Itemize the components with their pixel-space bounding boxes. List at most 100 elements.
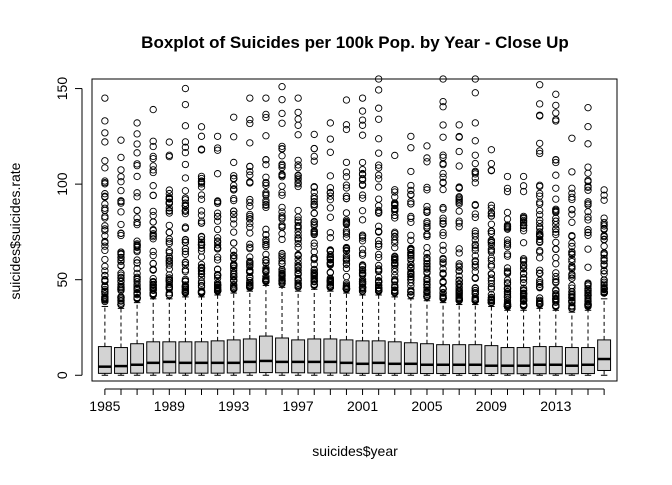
- outlier-point: [278, 82, 286, 91]
- outlier-point: [117, 277, 125, 285]
- box-iqr: [210, 340, 225, 374]
- outlier-point: [391, 186, 399, 194]
- outlier-point: [165, 237, 173, 246]
- outlier-point: [503, 187, 512, 196]
- outlier-point: [197, 146, 206, 154]
- outlier-point: [487, 256, 496, 265]
- outlier-point: [487, 274, 496, 282]
- outlier-point: [342, 192, 351, 200]
- outlier-point: [117, 297, 125, 305]
- outlier-point: [536, 300, 544, 309]
- outlier-point: [213, 225, 222, 234]
- outlier-point: [407, 144, 415, 152]
- outlier-point: [230, 252, 238, 260]
- y-tick-label: 0: [54, 371, 70, 379]
- outlier-point: [439, 260, 447, 268]
- outlier-point: [519, 216, 528, 225]
- x-tick-label: 2013: [540, 398, 571, 414]
- outlier-point: [552, 225, 560, 233]
- outlier-point: [391, 244, 399, 252]
- outlier-point: [536, 198, 544, 206]
- outlier-point: [375, 175, 383, 183]
- outlier-point: [536, 211, 544, 219]
- outlier-point: [165, 253, 173, 261]
- outlier-point: [342, 228, 351, 237]
- outlier-point: [262, 267, 270, 276]
- outlier-point: [423, 292, 431, 300]
- outlier-point: [213, 209, 222, 217]
- outlier-point: [552, 245, 560, 253]
- outlier-point: [439, 205, 447, 213]
- outlier-point: [181, 148, 190, 157]
- outlier-point: [503, 279, 512, 287]
- outlier-point: [487, 227, 496, 235]
- outlier-point: [165, 186, 173, 194]
- outlier-point: [358, 251, 367, 259]
- outlier-point: [391, 277, 399, 285]
- outlier-point: [294, 283, 302, 291]
- outlier-point: [439, 270, 447, 278]
- outlier-point: [246, 229, 254, 237]
- outlier-point: [423, 222, 431, 230]
- outlier-point: [294, 108, 302, 117]
- outlier-point: [278, 191, 286, 199]
- outlier-point: [181, 277, 190, 286]
- outlier-point: [197, 267, 206, 276]
- outlier-point: [310, 144, 318, 153]
- outlier-point: [181, 122, 190, 130]
- outlier-point: [423, 288, 431, 296]
- outlier-point: [326, 229, 334, 237]
- outlier-point: [230, 133, 238, 141]
- outlier-point: [519, 279, 528, 287]
- box-iqr: [581, 347, 595, 375]
- outlier-point: [165, 235, 173, 243]
- outlier-point: [326, 172, 334, 180]
- outlier-point: [423, 202, 431, 211]
- outlier-point: [133, 284, 141, 292]
- outlier-point: [342, 194, 351, 203]
- outlier-point: [342, 254, 351, 262]
- outlier-point: [149, 218, 157, 226]
- outlier-point: [213, 197, 222, 205]
- outlier-point: [439, 178, 447, 186]
- outlier-point: [407, 276, 415, 284]
- outlier-point: [133, 294, 141, 302]
- outlier-point: [503, 221, 512, 229]
- outlier-point: [455, 147, 463, 156]
- outlier-point: [310, 230, 318, 239]
- outlier-point: [487, 220, 496, 228]
- outlier-point: [165, 256, 173, 265]
- outlier-point: [262, 236, 270, 244]
- outlier-point: [552, 90, 560, 98]
- outlier-point: [117, 271, 125, 279]
- outlier-point: [375, 135, 383, 143]
- outlier-point: [600, 249, 608, 257]
- outlier-point: [117, 197, 125, 206]
- outlier-point: [101, 94, 109, 102]
- outlier-point: [375, 115, 383, 123]
- outlier-point: [391, 207, 399, 215]
- outlier-point: [407, 261, 415, 269]
- outlier-point: [407, 245, 415, 253]
- outlier-point: [503, 240, 512, 249]
- outlier-point: [391, 264, 399, 273]
- outlier-point: [423, 218, 431, 226]
- outlier-point: [487, 270, 496, 278]
- outlier-point: [230, 270, 238, 278]
- outlier-point: [536, 189, 544, 198]
- box-iqr: [468, 344, 483, 375]
- outlier-point: [262, 225, 270, 233]
- outlier-point: [213, 283, 222, 291]
- x-tick-label: 2009: [476, 398, 507, 414]
- outlier-point: [375, 183, 383, 191]
- outlier-point: [197, 191, 206, 199]
- outlier-point: [552, 290, 560, 298]
- outlier-point: [439, 293, 447, 301]
- outlier-point: [584, 140, 592, 148]
- outlier-point: [536, 216, 544, 224]
- outlier-point: [149, 247, 157, 256]
- outlier-point: [342, 121, 351, 129]
- box-iqr: [484, 345, 499, 375]
- outlier-point: [552, 171, 560, 179]
